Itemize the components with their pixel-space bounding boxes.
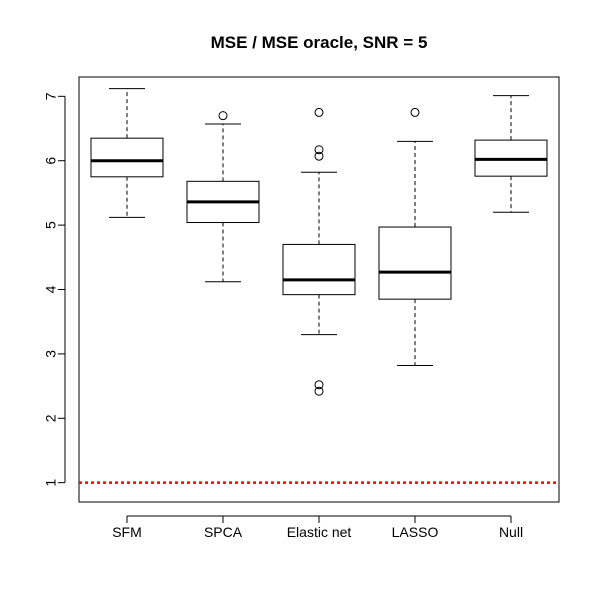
outlier-point [314,107,324,117]
x-tick-label: Elastic net [287,524,352,540]
outlier-point [314,380,324,390]
y-tick-label: 7 [43,92,59,100]
outlier-point [314,386,324,396]
chart-title: MSE / MSE oracle, SNR = 5 [211,33,428,52]
boxes-group [90,88,548,396]
y-axis: 1 2 3 4 5 6 7 [43,92,66,487]
plot-frame [78,76,560,503]
box-group [90,88,164,218]
box-group [282,107,356,396]
x-axis: SFM SPCA Elastic net LASSO Null [112,515,523,540]
y-tick-label: 5 [43,221,59,229]
outlier-point [314,145,324,155]
y-tick-label: 1 [43,479,59,487]
y-tick-label: 4 [43,285,59,293]
outlier-point [218,111,228,121]
box [90,137,164,178]
x-tick-label: Null [499,524,523,540]
x-tick-label: LASSO [392,524,439,540]
box-group [474,95,548,213]
box-group [378,107,452,366]
box [282,243,356,296]
y-tick-label: 6 [43,157,59,165]
y-tick-label: 3 [43,350,59,358]
box [378,226,452,300]
outlier-point [314,151,324,161]
x-tick-label: SFM [112,524,142,540]
x-tick-label: SPCA [204,524,243,540]
box-group [186,111,260,283]
outlier-point [410,107,420,117]
y-tick-label: 2 [43,414,59,422]
